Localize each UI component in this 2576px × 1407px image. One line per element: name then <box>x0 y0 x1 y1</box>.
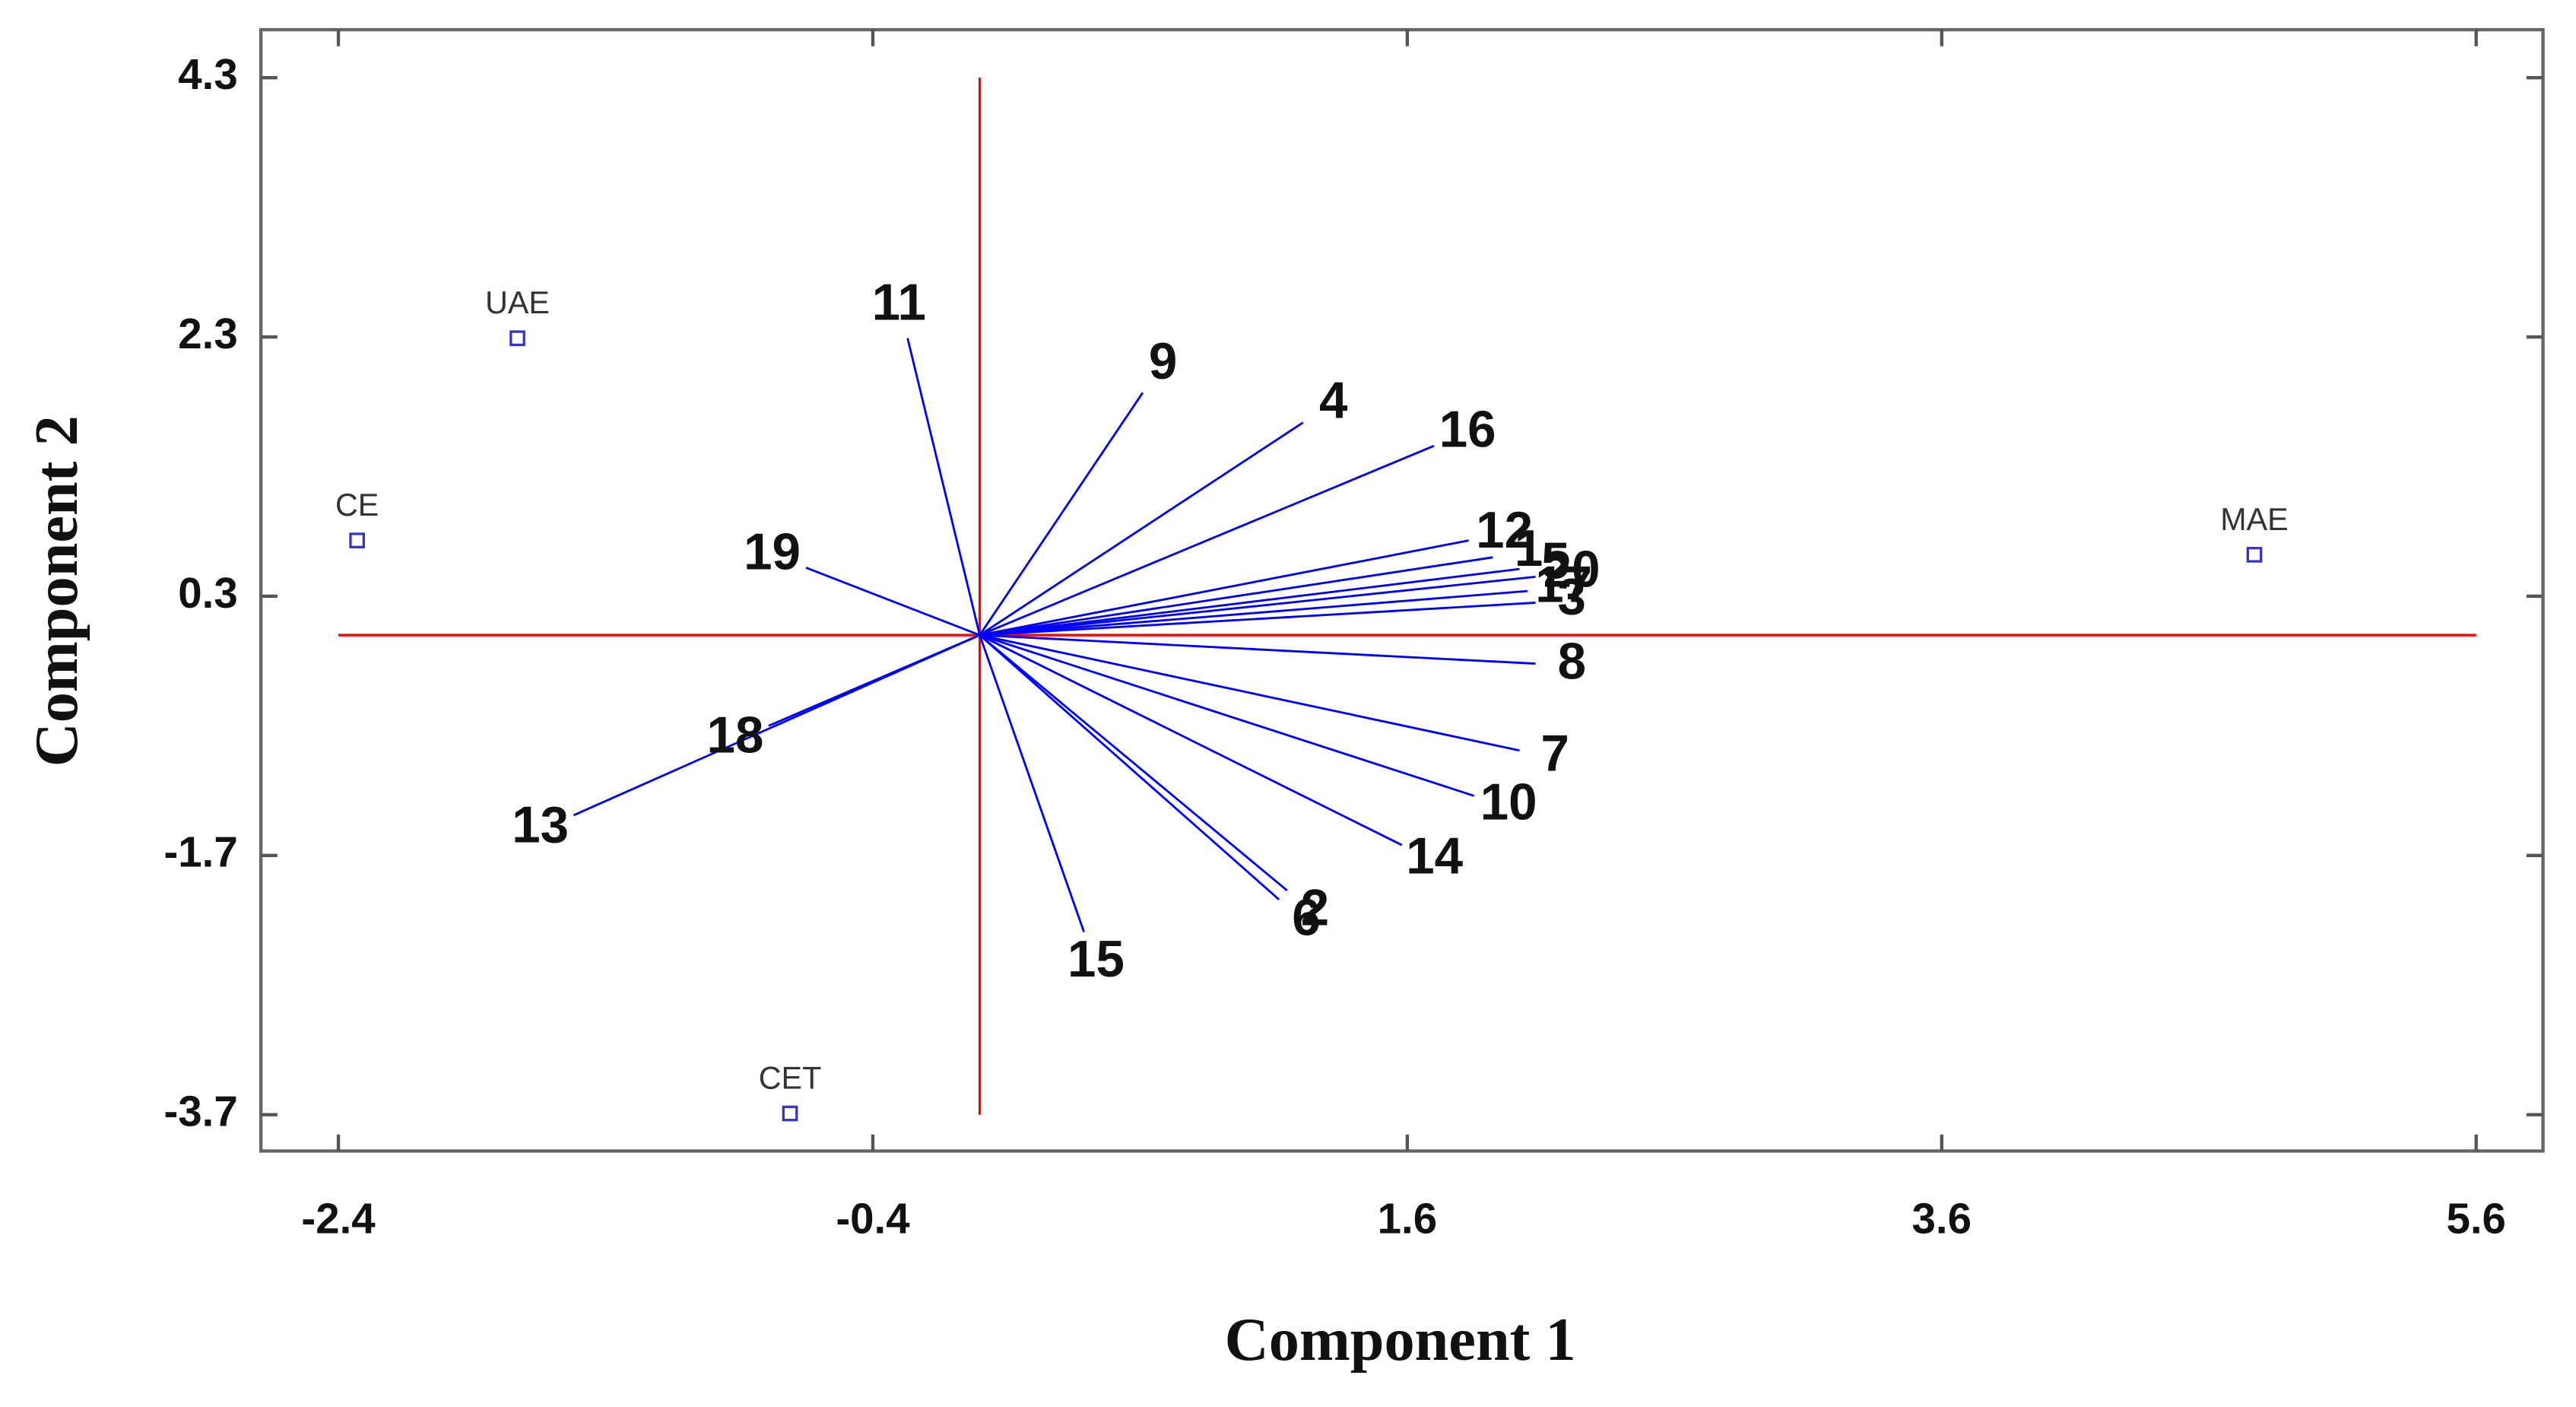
point-label: CE <box>335 488 379 522</box>
vector-label: 16 <box>1439 401 1496 458</box>
loading-vector <box>979 634 1085 932</box>
point-label: UAE <box>485 285 550 320</box>
vector-label: 5 <box>1541 533 1569 590</box>
loading-vector <box>979 634 1475 797</box>
vector-label: 10 <box>1480 774 1537 831</box>
loading-vector <box>906 338 981 636</box>
y-tick-label: -1.7 <box>163 828 237 876</box>
loading-vector <box>979 556 1493 637</box>
vector-label: 15 <box>1068 931 1125 988</box>
y-tick-label: 0.3 <box>178 569 237 617</box>
observation-point <box>782 1105 798 1122</box>
y-tick-label: -3.7 <box>163 1088 237 1135</box>
loading-vector <box>979 575 1536 637</box>
vector-label: 20 <box>1543 542 1600 599</box>
x-tick-label: 5.6 <box>2446 1195 2505 1243</box>
observation-point <box>509 330 525 347</box>
vector-label: 18 <box>707 707 764 764</box>
loading-vector <box>979 634 1403 846</box>
loading-vector <box>768 634 981 727</box>
y-tick-label: 4.3 <box>178 50 237 98</box>
loading-vector <box>979 589 1528 637</box>
loading-vector <box>979 634 1536 665</box>
vector-label: 4 <box>1319 372 1348 429</box>
loading-vector <box>979 567 1520 637</box>
loading-vector <box>979 634 1520 752</box>
x-axis-title: Component 1 <box>1225 1306 1576 1374</box>
observation-point <box>2246 547 2263 563</box>
y-tick-label: 2.3 <box>178 310 237 357</box>
y-axis-title: Component 2 <box>23 415 90 767</box>
point-label: CET <box>759 1060 822 1095</box>
x-tick-label: 1.6 <box>1378 1195 1437 1243</box>
loading-vector <box>979 444 1435 637</box>
loading-vector <box>979 634 1288 891</box>
vector-label: 11 <box>872 274 926 331</box>
loading-vector <box>979 602 1536 637</box>
x-tick-label: -0.4 <box>836 1195 910 1243</box>
vector-label: 3 <box>1558 569 1586 626</box>
vector-label: 9 <box>1149 333 1177 390</box>
observation-point <box>349 532 365 548</box>
loading-vector <box>979 392 1144 636</box>
point-label: MAE <box>2220 502 2288 537</box>
loading-vector <box>805 567 981 637</box>
vector-label: 7 <box>1540 726 1569 783</box>
vector-label: 14 <box>1406 827 1463 885</box>
loading-vector <box>979 539 1469 637</box>
vector-label: 6 <box>1292 889 1320 946</box>
vector-label: 13 <box>512 796 569 853</box>
vector-label: 1 <box>1515 520 1543 577</box>
plot-frame <box>259 27 2545 1153</box>
loading-vector <box>979 421 1304 637</box>
x-tick-label: -2.4 <box>301 1195 376 1243</box>
vector-label: 2 <box>1301 879 1329 936</box>
vector-label: 12 <box>1476 502 1533 559</box>
vector-label: 8 <box>1558 634 1586 691</box>
vector-label: 17 <box>1535 556 1592 613</box>
x-tick-label: 3.6 <box>1912 1195 1972 1243</box>
loading-vector <box>979 634 1280 900</box>
vector-label: 19 <box>744 524 801 581</box>
